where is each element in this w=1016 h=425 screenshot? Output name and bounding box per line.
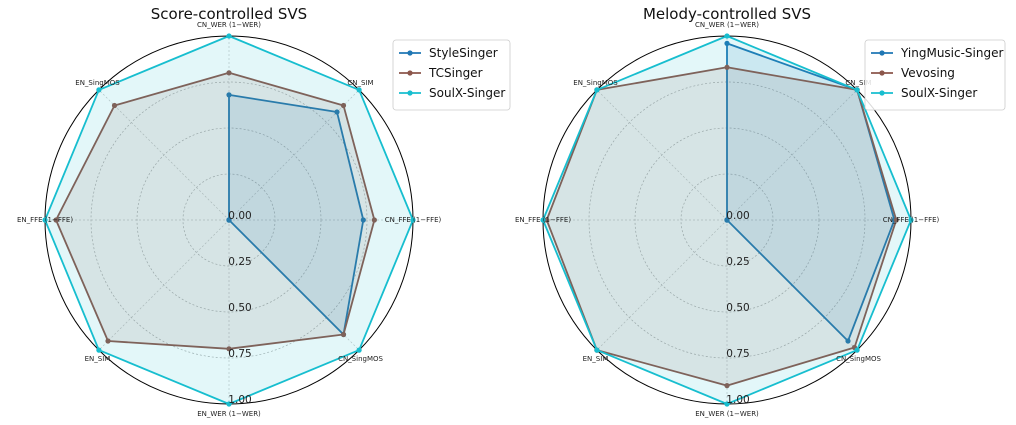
legend-swatch-marker	[407, 70, 413, 76]
data-point	[226, 33, 232, 39]
axis-label: CN_SIM	[347, 79, 373, 87]
radial-tick-label: 0.25	[228, 256, 251, 268]
legend-swatch-marker	[879, 70, 885, 76]
series-area	[543, 36, 911, 404]
data-point	[111, 102, 118, 109]
grid-spoke	[596, 89, 728, 221]
data-point	[226, 70, 232, 76]
radial-tick-label: 0.50	[726, 302, 749, 314]
data-point	[96, 347, 102, 353]
data-point	[340, 331, 347, 338]
radar-chart-2: Melody-controlled SVS 0.00 0.25 0.50 0.75 1.0…	[515, 5, 1006, 418]
axis-label: CN_FFE (1−FFE)	[883, 216, 940, 224]
chart-title: Melody-controlled SVS	[643, 5, 811, 23]
radial-tick-label: 0.00	[726, 210, 749, 222]
radial-tick-label: 0.75	[228, 348, 251, 360]
axis-label: EN_FFE (1−FFE)	[17, 216, 73, 224]
axis-label: CN_FFE (1−FFE)	[385, 216, 442, 224]
data-point	[42, 217, 48, 223]
data-point	[226, 346, 232, 352]
axis-label: EN_SIM	[583, 355, 609, 363]
data-point	[96, 87, 102, 93]
radial-tick-label: 0.75	[726, 348, 749, 360]
legend-swatch-marker	[407, 50, 413, 56]
data-point	[854, 87, 860, 93]
axis-label: EN_SIM	[85, 355, 111, 363]
series-area	[546, 67, 897, 386]
axis-label: CN_SIM	[845, 79, 871, 87]
data-point	[724, 401, 730, 407]
axis-label: EN_SingMOS	[75, 79, 120, 87]
data-point	[226, 401, 232, 407]
axis-label: CN_WER (1−WER)	[197, 21, 261, 29]
legend-label: SoulX-Singer	[901, 86, 977, 100]
data-point	[105, 338, 111, 344]
legend-box	[864, 39, 1006, 111]
legend: YingMusic-Singer Vevosing SoulX-Singer	[864, 39, 1006, 111]
legend-label: SoulX-Singer	[429, 86, 505, 100]
data-point	[356, 347, 362, 353]
data-point	[544, 217, 550, 223]
data-point	[594, 87, 600, 93]
legend-label: StyleSinger	[429, 46, 498, 60]
series-area	[45, 36, 413, 404]
axis-label: CN_SingMOS	[338, 355, 383, 363]
data-point	[724, 383, 730, 389]
data-point	[334, 109, 340, 115]
legend-label: YingMusic-Singer	[900, 46, 1003, 60]
grid-spoke	[726, 89, 858, 221]
axis-label: CN_WER (1−WER)	[695, 21, 759, 29]
series-area	[56, 72, 375, 349]
legend-swatch-marker	[879, 90, 885, 96]
data-point	[724, 33, 730, 39]
axis-label: EN_SingMOS	[573, 79, 618, 87]
radial-tick-label: 1.00	[726, 394, 749, 406]
series-line	[726, 42, 896, 342]
data-point	[724, 217, 730, 223]
data-point	[340, 102, 347, 109]
data-point	[360, 217, 366, 223]
series-area	[229, 94, 364, 335]
grid-spoke	[596, 219, 728, 351]
legend-label: TCSinger	[428, 66, 483, 80]
axis-label: CN_SingMOS	[836, 355, 881, 363]
data-point	[226, 217, 232, 223]
data-point	[845, 338, 851, 344]
data-point	[356, 87, 362, 93]
axis-label: EN_WER (1−WER)	[695, 410, 759, 418]
data-point	[226, 92, 232, 98]
data-point	[724, 40, 730, 46]
radial-tick-label: 0.50	[228, 302, 251, 314]
radar-chart-1: Score-controlled SVS 0.00 0.25 0.50 0.75 1.00…	[17, 5, 511, 418]
series-area	[727, 43, 895, 342]
axis-label: EN_WER (1−WER)	[197, 410, 261, 418]
data-point	[594, 347, 600, 353]
data-point	[53, 217, 59, 223]
axis-label: EN_FFE (1−FFE)	[515, 216, 571, 224]
radial-tick-label: 0.00	[228, 210, 251, 222]
legend: StyleSinger TCSinger SoulX-Singer	[392, 39, 511, 111]
data-point	[371, 217, 377, 223]
legend-label: Vevosing	[901, 66, 955, 80]
data-point	[893, 217, 899, 223]
legend-box	[392, 39, 511, 111]
data-point	[908, 217, 914, 223]
radial-tick-label: 0.25	[726, 256, 749, 268]
legend-swatch-marker	[879, 50, 885, 56]
radial-tick-label: 1.00	[228, 394, 251, 406]
chart-title: Score-controlled SVS	[151, 5, 307, 23]
data-point	[410, 217, 416, 223]
legend-swatch-marker	[407, 90, 413, 96]
data-point	[724, 64, 730, 70]
grid-spoke	[98, 89, 230, 221]
grid-spoke	[98, 219, 230, 351]
series-line	[228, 94, 365, 336]
data-point	[854, 347, 860, 353]
data-point	[540, 217, 546, 223]
